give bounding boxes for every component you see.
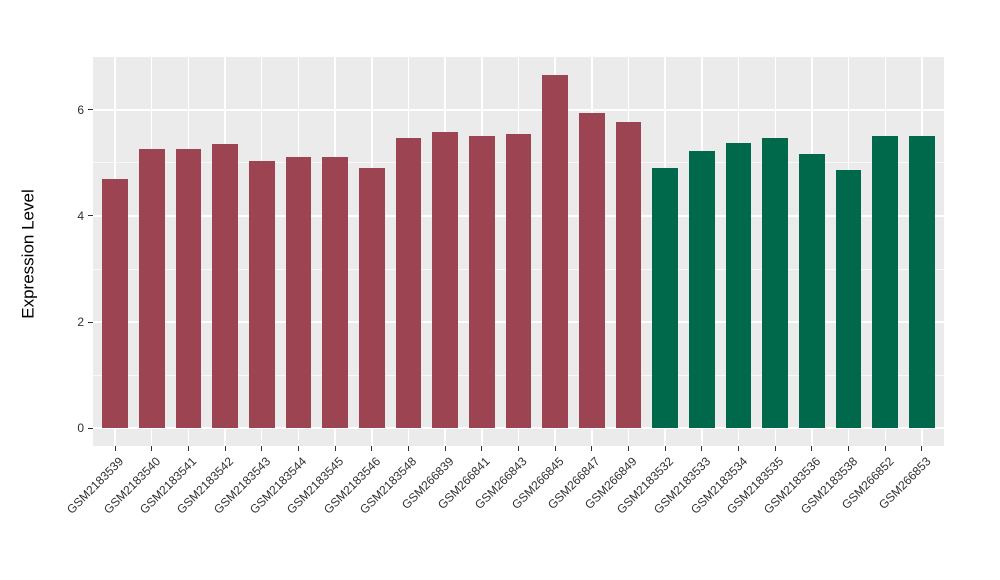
x-tick-mark-GSM266853 xyxy=(921,446,923,451)
x-tick-mark-GSM266852 xyxy=(884,446,886,451)
x-tick-mark-GSM266849 xyxy=(628,446,630,451)
y-tick-mark-4 xyxy=(88,215,93,217)
bar-GSM2183534 xyxy=(725,143,752,429)
x-tick-mark-GSM266839 xyxy=(444,446,446,451)
x-tick-mark-GSM2183540 xyxy=(151,446,153,451)
x-tick-mark-GSM2183534 xyxy=(738,446,740,451)
y-tick-mark-2 xyxy=(88,321,93,323)
bar-GSM2183548 xyxy=(395,137,422,429)
x-tick-mark-GSM2183545 xyxy=(334,446,336,451)
bar-GSM266847 xyxy=(579,113,605,429)
y-axis-title: Expression Level xyxy=(18,189,38,319)
x-tick-mark-GSM266841 xyxy=(481,446,483,451)
y-tick-mark-0 xyxy=(88,427,93,429)
plot-panel xyxy=(93,57,944,446)
x-tick-mark-GSM2183538 xyxy=(848,446,850,451)
bar-GSM2183532 xyxy=(652,167,679,429)
bar-GSM2183543 xyxy=(248,160,275,429)
bar-GSM266852 xyxy=(872,135,899,429)
bar-GSM2183544 xyxy=(285,156,312,429)
y-tick-label-4: 4 xyxy=(77,208,84,223)
bar-GSM2183536 xyxy=(799,154,825,429)
x-tick-mark-GSM2183548 xyxy=(407,446,409,451)
y-tick-label-2: 2 xyxy=(77,315,84,330)
x-tick-mark-GSM2183536 xyxy=(811,446,813,451)
bar-GSM266843 xyxy=(505,133,532,429)
x-tick-mark-GSM2183532 xyxy=(664,446,666,451)
x-tick-mark-GSM2183546 xyxy=(371,446,373,451)
y-tick-label-6: 6 xyxy=(77,102,84,117)
x-tick-mark-GSM2183541 xyxy=(187,446,189,451)
bar-GSM2183541 xyxy=(175,149,202,429)
bar-GSM2183540 xyxy=(138,149,165,429)
bar-GSM266839 xyxy=(432,132,458,429)
x-tick-mark-GSM2183543 xyxy=(261,446,263,451)
x-tick-mark-GSM266847 xyxy=(591,446,593,451)
x-tick-mark-GSM266845 xyxy=(554,446,556,451)
x-tick-mark-GSM2183535 xyxy=(774,446,776,451)
bar-GSM2183546 xyxy=(358,168,385,429)
bar-GSM2183545 xyxy=(322,156,348,429)
bar-GSM2183533 xyxy=(689,150,715,429)
x-tick-mark-GSM266843 xyxy=(518,446,519,451)
bar-GSM266841 xyxy=(468,135,495,429)
bar-GSM266853 xyxy=(909,135,935,429)
y-tick-label-0: 0 xyxy=(77,421,84,436)
x-tick-mark-GSM2183542 xyxy=(224,446,226,451)
bar-GSM2183539 xyxy=(102,178,128,429)
bar-GSM2183542 xyxy=(212,143,238,429)
x-tick-mark-GSM2183544 xyxy=(297,446,299,451)
bar-GSM2183535 xyxy=(762,137,789,429)
bar-GSM2183538 xyxy=(835,170,862,429)
bar-GSM266849 xyxy=(615,121,642,429)
y-tick-mark-6 xyxy=(88,109,93,111)
bar-GSM266845 xyxy=(542,74,568,429)
x-tick-mark-GSM2183533 xyxy=(701,446,703,451)
x-tick-mark-GSM2183539 xyxy=(114,446,116,451)
